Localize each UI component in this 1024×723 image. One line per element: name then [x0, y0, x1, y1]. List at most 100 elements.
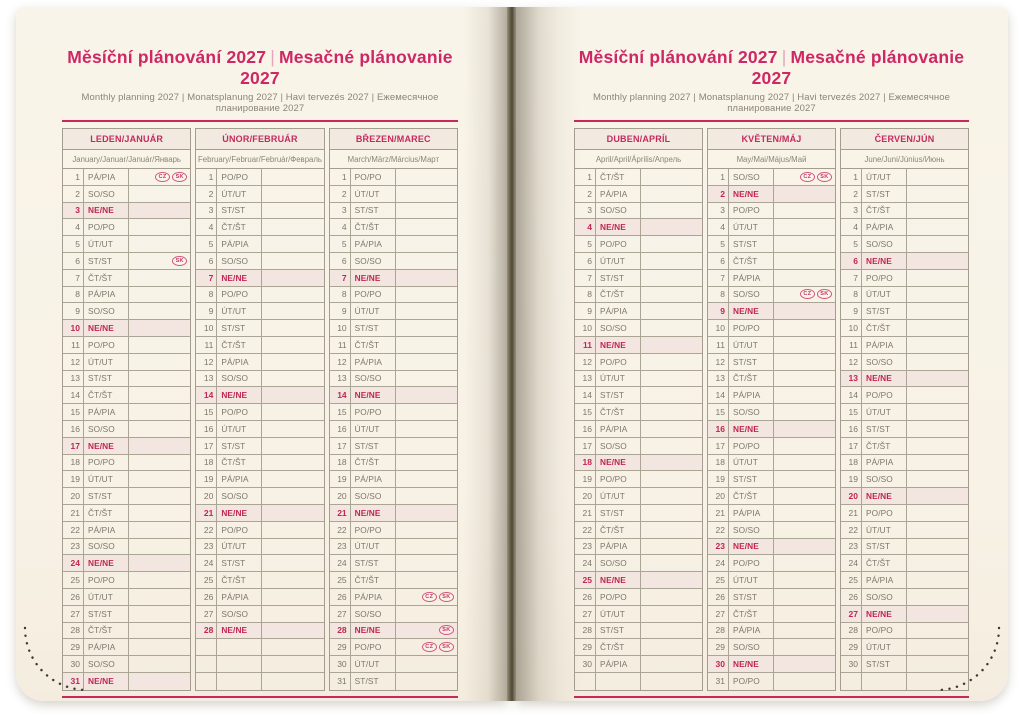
day-row: 22 PO/PO [329, 521, 457, 539]
day-label: ST/ST [351, 320, 396, 336]
day-number: 19 [63, 471, 84, 488]
notes-cell [262, 320, 323, 336]
day-label: SO/SO [862, 588, 907, 605]
day-row: 14 PÁ/PIA [708, 387, 835, 405]
notes-cell [262, 219, 323, 235]
day-row: 5 PÁ/PIA [196, 236, 324, 253]
day-number: 22 [708, 521, 729, 538]
day-row: 4 ČT/ŠT [329, 219, 457, 237]
day-label: SO/SO [217, 488, 263, 504]
day-row: 4 PO/PO [63, 219, 191, 237]
notes-cell [129, 539, 190, 555]
day-row: 29 ČT/ŠT [575, 639, 702, 657]
notes-cell [641, 320, 702, 336]
day-number: 6 [63, 252, 84, 269]
notes-cell [641, 404, 702, 420]
notes-cell [396, 287, 457, 303]
day-row: 20 NE/NE [841, 488, 968, 505]
notes-cell [262, 354, 323, 370]
notes-cell [129, 572, 190, 588]
day-number: 29 [63, 639, 84, 656]
day-number: 5 [708, 236, 729, 252]
day-number: 18 [196, 454, 218, 471]
day-row: 7 NE/NE [329, 269, 457, 287]
page-subtitle: Monthly planning 2027 | Monatsplanung 20… [592, 92, 951, 114]
day-number: 28 [196, 622, 218, 639]
day-label: SO/SO [729, 404, 774, 420]
day-label: SO/SO [729, 169, 774, 185]
day-row: 3 NE/NE [63, 202, 191, 220]
day-label: ÚT/UT [862, 639, 907, 656]
day-row: 6 ČT/ŠT [708, 252, 835, 270]
day-number [841, 672, 862, 690]
day-number: 25 [841, 572, 862, 588]
right-sheet: Měsíční plánování 2027 | Mesačné plánovani… [574, 47, 969, 699]
day-label: SO/SO [84, 420, 129, 437]
day-row: 18 NE/NE [575, 454, 702, 472]
notes-cell [129, 219, 190, 235]
day-number: 21 [63, 504, 84, 521]
notes-cell [396, 270, 457, 286]
notes-cell [907, 488, 968, 504]
day-number: 11 [841, 336, 862, 353]
day-label: NE/NE [217, 622, 263, 639]
day-label: ČT/ŠT [862, 202, 907, 219]
month-languages: February/Februar/Február/Февраль [196, 150, 324, 169]
day-label: PO/PO [217, 521, 263, 538]
day-label: ČT/ŠT [217, 572, 263, 588]
day-row: 22 PÁ/PIA [63, 521, 191, 539]
day-label: ST/ST [84, 370, 129, 387]
day-row: 12 ÚT/UT [63, 353, 191, 371]
notes-cell [129, 421, 190, 437]
day-number: 18 [575, 454, 596, 471]
day-number: 20 [330, 488, 351, 504]
day-number: 29 [330, 639, 351, 656]
day-row: 9 ÚT/UT [196, 303, 324, 321]
day-row: 28 ST/ST [575, 622, 702, 640]
day-label: ČT/ŠT [596, 169, 641, 185]
day-label: NE/NE [862, 605, 907, 622]
day-number: 21 [330, 504, 351, 521]
day-number: 9 [841, 303, 862, 320]
day-row: 24 SO/SO [575, 555, 702, 573]
day-row: 19 SO/SO [841, 471, 968, 489]
day-row: 2 ÚT/UT [196, 185, 324, 203]
day-row: 15 ÚT/UT [841, 404, 968, 421]
day-row: 18 PÁ/PIA [841, 454, 968, 472]
day-number: 25 [708, 572, 729, 588]
title-divider: | [270, 47, 275, 67]
day-row: 3 ST/ST [196, 202, 324, 220]
day-number: 8 [196, 286, 218, 303]
holiday-badge-sk: SK [816, 171, 832, 182]
day-label: ST/ST [862, 538, 907, 555]
month-languages: May/Mai/Május/Май [708, 150, 835, 169]
day-number: 24 [63, 555, 84, 572]
day-label: PO/PO [351, 639, 396, 656]
day-label: PÁ/PIA [351, 471, 396, 488]
notes-cell: CZ SK [129, 169, 190, 185]
notes-cell [774, 354, 835, 370]
day-label: PO/PO [862, 622, 907, 639]
notes-cell [262, 303, 323, 319]
month-name: LEDEN/JANUÁR [63, 129, 191, 150]
notes-cell [129, 505, 190, 521]
day-label: ČT/ŠT [351, 572, 396, 588]
day-row: 24 ST/ST [329, 555, 457, 573]
day-row: 29 ÚT/UT [841, 639, 968, 657]
day-label: PO/PO [596, 588, 641, 605]
day-row: 20 SO/SO [196, 488, 324, 505]
notes-cell [262, 673, 323, 690]
day-number [575, 672, 596, 690]
day-row: 10 ČT/ŠT [841, 320, 968, 337]
day-label: ÚT/UT [862, 169, 907, 185]
month-name: ÚNOR/FEBRUÁR [196, 129, 324, 150]
notes-cell [641, 471, 702, 487]
day-number: 25 [330, 572, 351, 588]
day-row: 26 PÁ/PIA CZ SK [329, 588, 457, 606]
day-label: PO/PO [217, 286, 263, 303]
day-number: 18 [330, 454, 351, 471]
day-row: 7 NE/NE [196, 269, 324, 287]
day-number: 5 [330, 236, 351, 252]
day-row: 19 PÁ/PIA [196, 471, 324, 489]
day-row: 2 ÚT/UT [329, 185, 457, 203]
